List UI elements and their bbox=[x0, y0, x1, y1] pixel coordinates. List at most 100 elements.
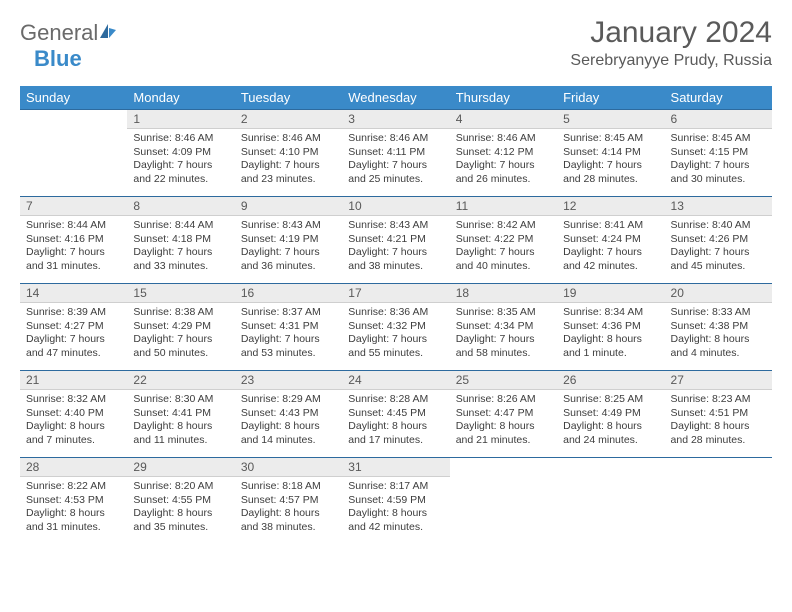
day-number-cell bbox=[665, 458, 772, 477]
sunrise-text: Sunrise: 8:20 AM bbox=[133, 480, 228, 494]
day-number-cell: 18 bbox=[450, 284, 557, 303]
day-info-cell: Sunrise: 8:46 AMSunset: 4:12 PMDaylight:… bbox=[450, 129, 557, 197]
daylight-text: Daylight: 7 hours and 28 minutes. bbox=[563, 159, 658, 186]
day-info-cell: Sunrise: 8:33 AMSunset: 4:38 PMDaylight:… bbox=[665, 303, 772, 371]
day-info-cell: Sunrise: 8:30 AMSunset: 4:41 PMDaylight:… bbox=[127, 390, 234, 458]
day-number-row: 14151617181920 bbox=[20, 284, 772, 303]
sunrise-text: Sunrise: 8:28 AM bbox=[348, 393, 443, 407]
sunrise-text: Sunrise: 8:41 AM bbox=[563, 219, 658, 233]
sunrise-text: Sunrise: 8:26 AM bbox=[456, 393, 551, 407]
header: General Blue January 2024 Serebryanyye P… bbox=[20, 16, 772, 72]
sunset-text: Sunset: 4:57 PM bbox=[241, 494, 336, 508]
sunset-text: Sunset: 4:12 PM bbox=[456, 146, 551, 160]
day-info-cell: Sunrise: 8:32 AMSunset: 4:40 PMDaylight:… bbox=[20, 390, 127, 458]
sunrise-text: Sunrise: 8:46 AM bbox=[133, 132, 228, 146]
day-info-cell: Sunrise: 8:45 AMSunset: 4:14 PMDaylight:… bbox=[557, 129, 664, 197]
sunrise-text: Sunrise: 8:40 AM bbox=[671, 219, 766, 233]
daylight-text: Daylight: 8 hours and 38 minutes. bbox=[241, 507, 336, 534]
day-number-cell: 19 bbox=[557, 284, 664, 303]
day-info-cell: Sunrise: 8:34 AMSunset: 4:36 PMDaylight:… bbox=[557, 303, 664, 371]
day-info-cell: Sunrise: 8:46 AMSunset: 4:11 PMDaylight:… bbox=[342, 129, 449, 197]
daylight-text: Daylight: 8 hours and 35 minutes. bbox=[133, 507, 228, 534]
sunrise-text: Sunrise: 8:29 AM bbox=[241, 393, 336, 407]
sunset-text: Sunset: 4:59 PM bbox=[348, 494, 443, 508]
sunrise-text: Sunrise: 8:23 AM bbox=[671, 393, 766, 407]
daylight-text: Daylight: 7 hours and 47 minutes. bbox=[26, 333, 121, 360]
day-number-cell: 17 bbox=[342, 284, 449, 303]
day-number-cell: 28 bbox=[20, 458, 127, 477]
day-info-row: Sunrise: 8:32 AMSunset: 4:40 PMDaylight:… bbox=[20, 390, 772, 458]
day-number-cell: 20 bbox=[665, 284, 772, 303]
daylight-text: Daylight: 8 hours and 4 minutes. bbox=[671, 333, 766, 360]
day-info-row: Sunrise: 8:39 AMSunset: 4:27 PMDaylight:… bbox=[20, 303, 772, 371]
sunset-text: Sunset: 4:55 PM bbox=[133, 494, 228, 508]
day-info-cell: Sunrise: 8:23 AMSunset: 4:51 PMDaylight:… bbox=[665, 390, 772, 458]
calendar-table: SundayMondayTuesdayWednesdayThursdayFrid… bbox=[20, 86, 772, 545]
sunset-text: Sunset: 4:14 PM bbox=[563, 146, 658, 160]
day-info-cell: Sunrise: 8:44 AMSunset: 4:16 PMDaylight:… bbox=[20, 216, 127, 284]
day-info-cell bbox=[20, 129, 127, 197]
day-info-cell: Sunrise: 8:20 AMSunset: 4:55 PMDaylight:… bbox=[127, 477, 234, 545]
day-info-cell: Sunrise: 8:45 AMSunset: 4:15 PMDaylight:… bbox=[665, 129, 772, 197]
daylight-text: Daylight: 7 hours and 26 minutes. bbox=[456, 159, 551, 186]
page-title: January 2024 bbox=[570, 16, 772, 50]
weekday-header: Friday bbox=[557, 86, 664, 110]
sunrise-text: Sunrise: 8:44 AM bbox=[133, 219, 228, 233]
day-number-cell: 30 bbox=[235, 458, 342, 477]
logo-word-general: General bbox=[20, 20, 98, 45]
sunset-text: Sunset: 4:36 PM bbox=[563, 320, 658, 334]
daylight-text: Daylight: 7 hours and 22 minutes. bbox=[133, 159, 228, 186]
daylight-text: Daylight: 7 hours and 25 minutes. bbox=[348, 159, 443, 186]
day-number-cell: 12 bbox=[557, 197, 664, 216]
daylight-text: Daylight: 7 hours and 38 minutes. bbox=[348, 246, 443, 273]
day-number-cell: 4 bbox=[450, 110, 557, 129]
sunrise-text: Sunrise: 8:45 AM bbox=[671, 132, 766, 146]
daylight-text: Daylight: 8 hours and 28 minutes. bbox=[671, 420, 766, 447]
sunset-text: Sunset: 4:10 PM bbox=[241, 146, 336, 160]
sunrise-text: Sunrise: 8:33 AM bbox=[671, 306, 766, 320]
sunset-text: Sunset: 4:41 PM bbox=[133, 407, 228, 421]
day-info-cell: Sunrise: 8:46 AMSunset: 4:09 PMDaylight:… bbox=[127, 129, 234, 197]
day-info-cell: Sunrise: 8:18 AMSunset: 4:57 PMDaylight:… bbox=[235, 477, 342, 545]
daylight-text: Daylight: 8 hours and 17 minutes. bbox=[348, 420, 443, 447]
sunset-text: Sunset: 4:21 PM bbox=[348, 233, 443, 247]
sunset-text: Sunset: 4:29 PM bbox=[133, 320, 228, 334]
day-number-cell: 11 bbox=[450, 197, 557, 216]
sunrise-text: Sunrise: 8:32 AM bbox=[26, 393, 121, 407]
day-info-cell: Sunrise: 8:28 AMSunset: 4:45 PMDaylight:… bbox=[342, 390, 449, 458]
day-number-cell: 24 bbox=[342, 371, 449, 390]
weekday-header: Saturday bbox=[665, 86, 772, 110]
day-number-cell bbox=[450, 458, 557, 477]
day-number-cell: 16 bbox=[235, 284, 342, 303]
daylight-text: Daylight: 7 hours and 58 minutes. bbox=[456, 333, 551, 360]
day-number-cell: 6 bbox=[665, 110, 772, 129]
day-number-cell: 10 bbox=[342, 197, 449, 216]
day-number-cell: 29 bbox=[127, 458, 234, 477]
sunrise-text: Sunrise: 8:43 AM bbox=[241, 219, 336, 233]
sunrise-text: Sunrise: 8:37 AM bbox=[241, 306, 336, 320]
day-number-cell bbox=[20, 110, 127, 129]
day-number-cell: 31 bbox=[342, 458, 449, 477]
day-number-cell: 26 bbox=[557, 371, 664, 390]
day-number-cell: 21 bbox=[20, 371, 127, 390]
daylight-text: Daylight: 7 hours and 30 minutes. bbox=[671, 159, 766, 186]
sunrise-text: Sunrise: 8:46 AM bbox=[348, 132, 443, 146]
day-info-cell: Sunrise: 8:46 AMSunset: 4:10 PMDaylight:… bbox=[235, 129, 342, 197]
sunrise-text: Sunrise: 8:39 AM bbox=[26, 306, 121, 320]
daylight-text: Daylight: 7 hours and 40 minutes. bbox=[456, 246, 551, 273]
day-info-cell: Sunrise: 8:43 AMSunset: 4:21 PMDaylight:… bbox=[342, 216, 449, 284]
daylight-text: Daylight: 7 hours and 55 minutes. bbox=[348, 333, 443, 360]
sunset-text: Sunset: 4:38 PM bbox=[671, 320, 766, 334]
sail-icon bbox=[98, 22, 118, 45]
day-info-cell: Sunrise: 8:40 AMSunset: 4:26 PMDaylight:… bbox=[665, 216, 772, 284]
daylight-text: Daylight: 8 hours and 31 minutes. bbox=[26, 507, 121, 534]
day-number-cell: 14 bbox=[20, 284, 127, 303]
day-number-cell: 25 bbox=[450, 371, 557, 390]
sunset-text: Sunset: 4:16 PM bbox=[26, 233, 121, 247]
sunset-text: Sunset: 4:45 PM bbox=[348, 407, 443, 421]
sunrise-text: Sunrise: 8:42 AM bbox=[456, 219, 551, 233]
daylight-text: Daylight: 8 hours and 11 minutes. bbox=[133, 420, 228, 447]
daylight-text: Daylight: 7 hours and 23 minutes. bbox=[241, 159, 336, 186]
daylight-text: Daylight: 8 hours and 7 minutes. bbox=[26, 420, 121, 447]
sunrise-text: Sunrise: 8:35 AM bbox=[456, 306, 551, 320]
